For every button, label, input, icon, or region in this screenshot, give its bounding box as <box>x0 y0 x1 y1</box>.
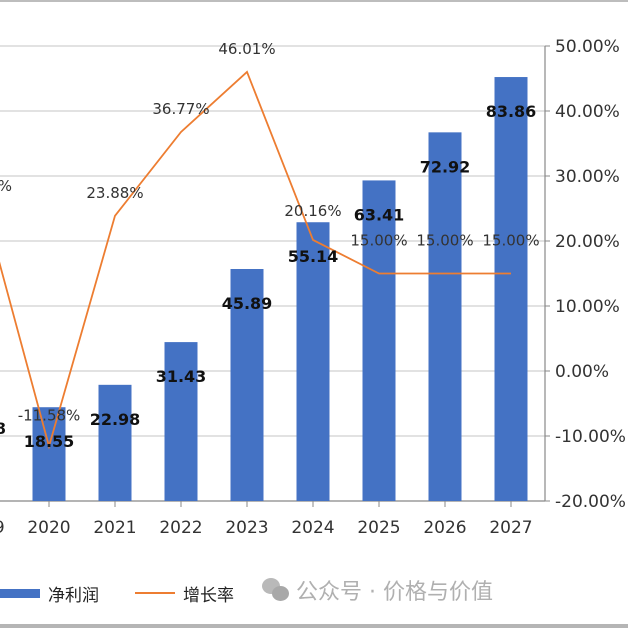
bar-2023 <box>230 269 264 501</box>
wechat-icon <box>262 578 290 602</box>
right-axis-tick-label: 50.00% <box>555 37 620 57</box>
growth-data-label: 15.00% <box>416 232 473 250</box>
right-axis-tick-label: -10.00% <box>555 427 626 447</box>
right-axis-tick-label: 30.00% <box>555 167 620 187</box>
legend-label-growth: 增长率 <box>183 585 234 606</box>
growth-data-label: 36.77% <box>152 100 209 118</box>
x-axis-tick-label: 2022 <box>159 518 202 538</box>
bar-data-label: 22.98 <box>90 410 141 429</box>
x-axis-tick-label: 2021 <box>93 518 136 538</box>
growth-data-label: 23.88% <box>86 184 143 202</box>
right-axis-tick-label: 0.00% <box>555 362 609 382</box>
legend: 净利润 增长率 <box>0 580 234 606</box>
bar-2025 <box>362 180 396 501</box>
bar-2024 <box>296 222 330 501</box>
bar-data-label: 8 <box>0 419 6 438</box>
bar-2027 <box>494 77 528 502</box>
bar-2022 <box>164 342 198 501</box>
right-axis-tick-label: 10.00% <box>555 297 620 317</box>
bar-data-label: 45.89 <box>222 294 273 313</box>
bar-data-label: 72.92 <box>420 157 471 176</box>
bar-2020 <box>32 407 66 501</box>
legend-label-net-profit: 净利润 <box>48 585 99 606</box>
right-axis-tick-label: 20.00% <box>555 232 620 252</box>
bar-data-label: 55.14 <box>288 247 339 266</box>
growth-data-label: 46.01% <box>218 40 275 58</box>
bar-2026 <box>428 132 462 502</box>
x-axis-tick-label: 2020 <box>27 518 70 538</box>
growth-data-label: 15.00% <box>482 232 539 250</box>
bar-data-label: 63.41 <box>354 205 405 224</box>
top-border <box>0 0 628 2</box>
bar-data-label: 83.86 <box>486 102 537 121</box>
growth-data-label: % <box>0 177 12 195</box>
right-axis-tick-label: 40.00% <box>555 102 620 122</box>
x-axis-tick-label: 2019 <box>0 518 5 538</box>
bar-2021 <box>98 384 132 501</box>
right-axis-tick-label: -20.00% <box>555 492 626 512</box>
growth-data-label: -11.58% <box>18 406 81 424</box>
x-axis-tick-label: 2026 <box>423 518 466 538</box>
growth-data-label: 20.16% <box>284 202 341 220</box>
x-axis-tick-label: 2023 <box>225 518 268 538</box>
bar-data-label: 31.43 <box>156 367 207 386</box>
watermark-text: 公众号 · 价格与价值 <box>296 580 493 605</box>
legend-line-swatch <box>135 592 175 594</box>
bar-data-label: 18.55 <box>24 432 75 451</box>
watermark: 公众号 · 价格与价值 <box>262 574 493 606</box>
legend-bar-swatch <box>0 588 40 598</box>
x-axis-tick-label: 2027 <box>489 518 532 538</box>
growth-rate-line <box>0 70 511 450</box>
growth-data-label: 15.00% <box>350 232 407 250</box>
x-axis-tick-label: 2024 <box>291 518 334 538</box>
x-axis-tick-label: 2025 <box>357 518 400 538</box>
bottom-border <box>0 624 628 628</box>
